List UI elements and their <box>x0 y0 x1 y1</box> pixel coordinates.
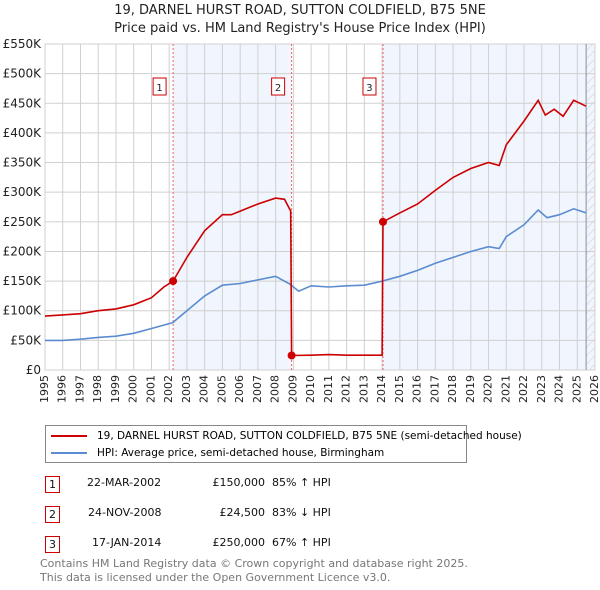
price-chart: 1995 1996 1997 1998 1999 2000 2001 2002 2003 2004… <box>3 37 600 403</box>
transaction-date: 22-MAR-2002 <box>87 476 162 489</box>
sale-badge-label: 2 <box>275 83 281 94</box>
marker-badge: 3 <box>45 536 60 553</box>
x-tick-label: 2019 <box>464 375 477 403</box>
transaction-price: £250,000 <box>212 536 266 549</box>
x-tick-label: 2024 <box>553 375 566 403</box>
legend: 19, DARNEL HURST ROAD, SUTTON COLDFIELD,… <box>45 425 522 463</box>
y-tick-label: £550K <box>3 37 43 51</box>
x-tick-label: 2001 <box>144 375 157 403</box>
legend-swatch-red <box>51 435 87 437</box>
x-tick-label: 2010 <box>304 375 317 403</box>
x-tick-label: 1999 <box>109 375 122 403</box>
x-tick-label: 2020 <box>482 375 495 403</box>
y-tick-label: £150K <box>3 274 43 288</box>
x-tick-label: 2007 <box>251 375 264 403</box>
footer-licence: This data is licensed under the Open Gov… <box>40 571 391 584</box>
x-tick-label: 2008 <box>269 375 282 403</box>
sale-point <box>378 217 387 226</box>
y-tick-label: £350K <box>3 156 43 170</box>
legend-label: 19, DARNEL HURST ROAD, SUTTON COLDFIELD,… <box>97 430 522 442</box>
x-tick-label: 1998 <box>91 375 104 403</box>
y-tick-label: £100K <box>3 304 43 318</box>
transaction-date: 17-JAN-2014 <box>92 536 162 549</box>
x-tick-label: 2021 <box>499 375 512 403</box>
y-tick-label: £200K <box>3 244 43 258</box>
forecast-hatch <box>586 44 595 370</box>
sale-badge-box <box>271 77 286 96</box>
x-tick-label: 2005 <box>215 375 228 403</box>
transaction-price: £150,000 <box>212 476 266 489</box>
y-tick-label: £300K <box>3 185 43 199</box>
x-tick-label: 1996 <box>56 375 69 403</box>
chart-subtitle: Price paid vs. HM Land Registry's House … <box>114 21 486 36</box>
x-tick-label: 2002 <box>162 375 175 403</box>
legend-item-hpi: HPI: Average price, semi-detached house,… <box>51 447 384 459</box>
y-tick-label: £450K <box>3 96 43 110</box>
x-tick-label: 1997 <box>73 375 86 403</box>
transaction-date: 24-NOV-2008 <box>88 506 162 519</box>
sale-badge-box <box>362 77 377 96</box>
footer-copyright: Contains HM Land Registry data © Crown c… <box>40 557 468 570</box>
x-tick-label: 2004 <box>198 375 211 403</box>
shaded-period <box>173 44 292 370</box>
x-tick-label: 2006 <box>233 375 246 403</box>
y-tick-label: £250K <box>3 215 43 229</box>
transaction-hpi: 67% ↑ HPI <box>272 536 331 549</box>
sale-badge-label: 1 <box>156 83 162 94</box>
hpi-line <box>45 207 587 342</box>
sale-badge-box <box>152 77 167 96</box>
x-tick-label: 2015 <box>393 375 406 403</box>
x-tick-label: 2022 <box>517 375 530 403</box>
sale-point <box>169 277 178 286</box>
y-tick-label: £400K <box>3 126 43 140</box>
y-tick-label: £50K <box>10 333 42 347</box>
x-tick-label: 2012 <box>340 375 353 403</box>
x-tick-label: 2009 <box>286 375 299 403</box>
sale-point <box>287 351 296 360</box>
transaction-hpi: 85% ↑ HPI <box>272 476 331 489</box>
price-line <box>44 98 587 357</box>
x-tick-label: 2018 <box>446 375 459 403</box>
legend-label: HPI: Average price, semi-detached house,… <box>97 447 385 459</box>
x-tick-label: 2025 <box>570 375 583 403</box>
chart-title: 19, DARNEL HURST ROAD, SUTTON COLDFIELD,… <box>114 3 486 18</box>
x-tick-label: 2000 <box>127 375 140 403</box>
x-tick-label: 2011 <box>322 375 335 403</box>
transaction-hpi: 83% ↓ HPI <box>272 506 331 519</box>
x-tick-label: 2013 <box>357 375 370 403</box>
x-tick-label: 2014 <box>375 375 388 403</box>
legend-swatch-blue <box>51 452 87 454</box>
x-tick-label: 2026 <box>588 375 600 403</box>
x-tick-label: 2016 <box>411 375 424 403</box>
y-tick-label: £0 <box>26 363 41 377</box>
marker-badge: 2 <box>45 506 60 523</box>
x-tick-label: 1995 <box>38 375 51 403</box>
x-tick-label: 2003 <box>180 375 193 403</box>
footer: Contains HM Land Registry data © Crown c… <box>40 557 468 585</box>
legend-item-property: 19, DARNEL HURST ROAD, SUTTON COLDFIELD,… <box>51 430 522 442</box>
x-tick-label: 2017 <box>428 375 441 403</box>
x-tick-label: 2023 <box>535 375 548 403</box>
marker-badge: 1 <box>45 476 60 493</box>
sale-badge-label: 3 <box>366 83 372 94</box>
transaction-price: £24,500 <box>219 506 266 519</box>
y-tick-label: £500K <box>3 67 43 81</box>
